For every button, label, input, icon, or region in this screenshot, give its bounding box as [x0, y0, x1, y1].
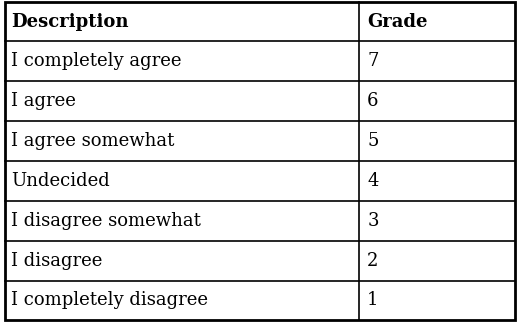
Text: Grade: Grade	[367, 13, 427, 31]
Text: 5: 5	[367, 132, 379, 150]
Text: 1: 1	[367, 291, 379, 309]
Text: 3: 3	[367, 212, 379, 230]
Text: I agree: I agree	[11, 92, 76, 110]
Text: 2: 2	[367, 251, 379, 270]
Text: I agree somewhat: I agree somewhat	[11, 132, 175, 150]
Text: I completely agree: I completely agree	[11, 52, 182, 71]
Text: Undecided: Undecided	[11, 172, 110, 190]
Text: 7: 7	[367, 52, 379, 71]
Text: 6: 6	[367, 92, 379, 110]
Text: I disagree: I disagree	[11, 251, 103, 270]
Text: Description: Description	[11, 13, 129, 31]
Text: 4: 4	[367, 172, 379, 190]
Text: I completely disagree: I completely disagree	[11, 291, 209, 309]
Text: I disagree somewhat: I disagree somewhat	[11, 212, 201, 230]
